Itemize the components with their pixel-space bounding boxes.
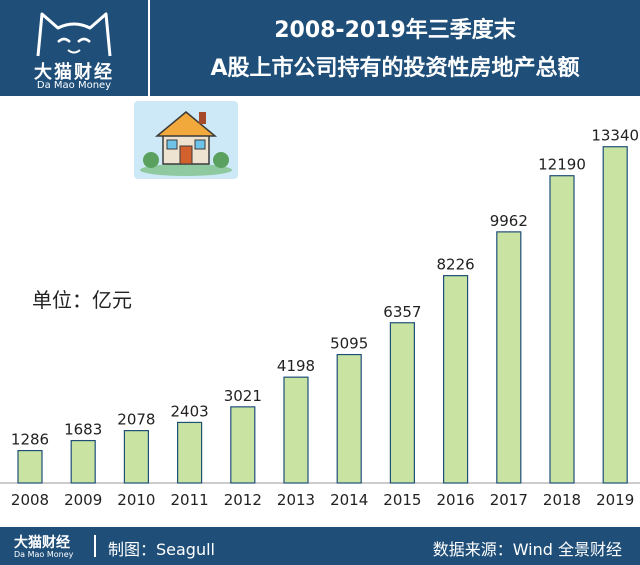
chart-title-line2: A股上市公司持有的投资性房地产总额: [210, 56, 580, 81]
title-band: [150, 0, 640, 96]
footer-brand-en: Da Mao Money: [14, 550, 74, 559]
data-label-2010: 2078: [117, 411, 155, 429]
data-label-2019: 13340: [591, 127, 639, 145]
footer-separator: [94, 535, 96, 557]
footer-source: 数据来源：Wind 全景财经: [432, 540, 622, 559]
data-label-2017: 9962: [490, 212, 528, 230]
bar-chart: 1286 2008 1683 2009 2078 2010 2403 2011 3021 2012…: [0, 127, 640, 509]
x-tick-2009: 2009: [64, 491, 102, 509]
bar-2015: [389, 322, 415, 484]
data-label-2008: 1286: [11, 431, 49, 449]
brand-name-cn: 大猫财经: [34, 62, 114, 83]
x-tick-2014: 2014: [330, 491, 368, 509]
data-label-2014: 5095: [330, 335, 368, 353]
x-tick-2018: 2018: [543, 491, 581, 509]
x-tick-2012: 2012: [224, 491, 262, 509]
data-label-2012: 3021: [224, 387, 262, 405]
footer-credit: 制图：Seagull: [108, 540, 215, 559]
data-label-2018: 12190: [538, 156, 586, 174]
bar-2013: [283, 376, 309, 484]
data-label-2011: 2403: [171, 402, 209, 420]
chart-title-line1: 2008-2019年三季度末: [274, 18, 516, 43]
data-label-2009: 1683: [64, 421, 102, 439]
data-label-2015: 6357: [383, 303, 421, 321]
bar-2014: [336, 353, 362, 484]
x-tick-2019: 2019: [596, 491, 634, 509]
x-tick-2015: 2015: [383, 491, 421, 509]
header: 大猫财经 Da Mao Money 2008-2019年三季度末 A股上市公司持…: [0, 0, 640, 96]
x-tick-2016: 2016: [437, 491, 475, 509]
bar-2018: [549, 175, 575, 484]
footer: 大猫财经 Da Mao Money 制图：Seagull 数据来源：Wind 全…: [0, 527, 640, 565]
x-tick-2013: 2013: [277, 491, 315, 509]
bar-2012: [230, 406, 256, 484]
cat-logo-icon: [36, 12, 112, 57]
data-label-2013: 4198: [277, 357, 315, 375]
bar-2011: [177, 421, 203, 484]
house-icon: [134, 101, 238, 179]
x-tick-2017: 2017: [490, 491, 528, 509]
bar-2008: [17, 449, 43, 484]
x-tick-2008: 2008: [11, 491, 49, 509]
bar-2009: [70, 439, 96, 484]
bar-2019: [602, 146, 628, 484]
unit-label: 单位：亿元: [32, 288, 132, 312]
bar-2016: [443, 275, 469, 484]
brand-block: [0, 0, 148, 96]
x-tick-2010: 2010: [117, 491, 155, 509]
bar-2017: [496, 231, 522, 484]
data-label-2016: 8226: [437, 256, 475, 274]
bar-2010: [123, 430, 150, 484]
brand-name-en: Da Mao Money: [36, 80, 112, 91]
footer-brand-cn: 大猫财经: [14, 535, 70, 551]
x-tick-2011: 2011: [171, 491, 209, 509]
